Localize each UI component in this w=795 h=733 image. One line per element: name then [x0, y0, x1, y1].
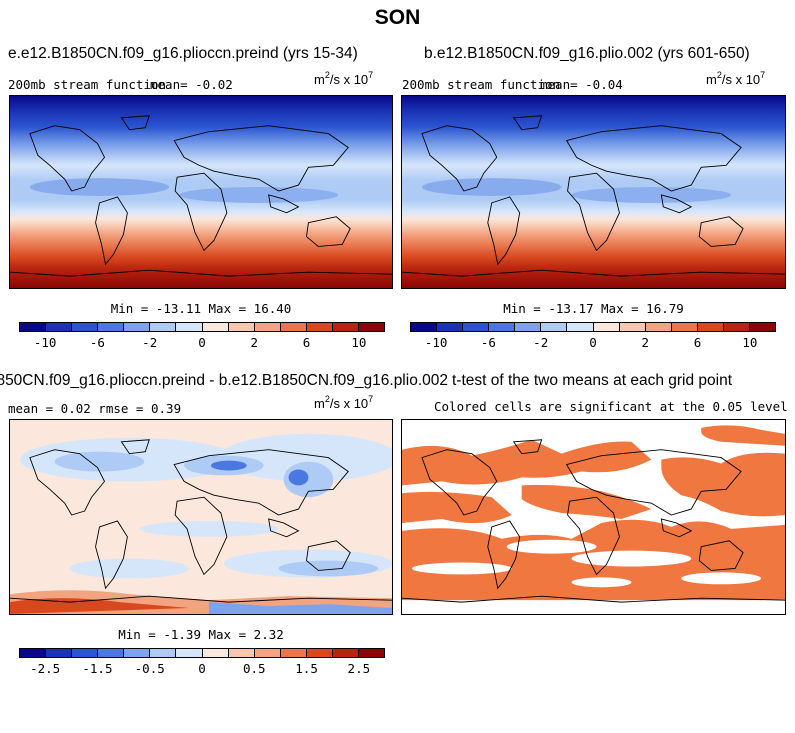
- panel1-map: [9, 95, 393, 289]
- colorbar-swatch: [359, 649, 385, 657]
- colorbar-tick-label: -2.5: [30, 661, 61, 676]
- colorbar-swatch: [124, 649, 151, 657]
- panel2-colorbar: [410, 322, 776, 332]
- colorbar-swatch: [697, 323, 724, 331]
- panel1-variable: 200mb stream function: [8, 77, 167, 92]
- panel2-stats: Min = -13.17 Max = 16.79: [503, 301, 684, 316]
- panel4-subtitle: Colored cells are significant at the 0.0…: [434, 399, 788, 414]
- colorbar-tick-label: 0: [198, 335, 206, 350]
- panel1-units: m2/s x 107: [314, 70, 374, 87]
- colorbar-tick-label: 0.5: [242, 661, 266, 676]
- colorbar-tick-label: -1.5: [82, 661, 113, 676]
- colorbar-swatch: [619, 323, 646, 331]
- colorbar-tick-label: 2: [250, 335, 259, 350]
- panel1-title: e.e12.B1850CN.f09_g16.plioccn.preind (yr…: [8, 45, 358, 62]
- colorbar-swatch: [98, 649, 125, 657]
- colorbar-swatch: [46, 323, 73, 331]
- colorbar-swatch: [150, 649, 177, 657]
- colorbar-swatch: [332, 323, 360, 331]
- panel3-title: e.e12.B1850CN.f09_g16.plioccn.preind - b…: [0, 372, 448, 389]
- colorbar-swatch: [176, 649, 203, 657]
- colorbar-swatch: [332, 649, 360, 657]
- colorbar-swatch: [176, 323, 203, 331]
- colorbar-swatch: [306, 649, 333, 657]
- colorbar-tick-label: 1.5: [295, 661, 318, 676]
- colorbar-swatch: [541, 323, 568, 331]
- colorbar-swatch: [645, 323, 672, 331]
- colorbar-swatch: [124, 323, 151, 331]
- panel3-stats: Min = -1.39 Max = 2.32: [118, 627, 284, 642]
- colorbar-tick-label: 2: [641, 335, 650, 350]
- colorbar-swatch: [20, 323, 47, 331]
- panel2-colorbar-labels: -10 -6 -2 0 2 6 10: [410, 335, 776, 350]
- colorbar-tick-label: 6: [693, 335, 702, 350]
- colorbar-swatch: [593, 323, 620, 331]
- colorbar-swatch: [723, 323, 751, 331]
- panel3-title-clip: e.e12.B1850CN.f09_g16.plioccn.preind - b…: [0, 372, 448, 392]
- colorbar-swatch: [567, 323, 594, 331]
- colorbar-swatch: [254, 649, 281, 657]
- panel3-colorbar: [19, 648, 385, 658]
- colorbar-swatch: [750, 323, 776, 331]
- colorbar-swatch: [46, 649, 73, 657]
- colorbar-tick-label: 0: [198, 661, 206, 676]
- panel1-colorbar: [19, 322, 385, 332]
- colorbar-swatch: [150, 323, 177, 331]
- colorbar-swatch: [20, 649, 47, 657]
- panel1-stats: Min = -13.11 Max = 16.40: [110, 301, 292, 316]
- colorbar-swatch: [411, 323, 438, 331]
- panel1-mean: mean= -0.02: [150, 77, 233, 92]
- panel2-map: [401, 95, 786, 289]
- panel4-map: [401, 419, 786, 615]
- colorbar-tick-label: -6: [480, 335, 496, 350]
- panel3-map: [9, 419, 393, 615]
- colorbar-tick-label: 6: [302, 335, 311, 350]
- colorbar-swatch: [671, 323, 698, 331]
- colorbar-swatch: [228, 649, 255, 657]
- colorbar-swatch: [228, 323, 255, 331]
- panel2-units: m2/s x 107: [706, 70, 766, 87]
- colorbar-swatch: [437, 323, 464, 331]
- colorbar-swatch: [202, 323, 229, 331]
- colorbar-tick-label: -6: [89, 335, 105, 350]
- colorbar-swatch: [72, 649, 99, 657]
- colorbar-tick-label: -2: [533, 335, 549, 350]
- panel3-units: m2/s x 107: [314, 394, 374, 411]
- colorbar-swatch: [72, 323, 99, 331]
- colorbar-tick-label: -0.5: [134, 661, 165, 676]
- panel3-colorbar-labels: -2.5 -1.5 -0.5 0 0.5 1.5 2.5: [19, 661, 385, 676]
- colorbar-swatch: [280, 323, 307, 331]
- colorbar-tick-label: 10: [742, 335, 758, 350]
- colorbar-tick-label: -10: [424, 335, 448, 350]
- figure-title: SON: [374, 6, 421, 29]
- colorbar-swatch: [515, 323, 542, 331]
- colorbar-tick-label: 2.5: [347, 661, 371, 676]
- colorbar-swatch: [306, 323, 333, 331]
- colorbar-swatch: [98, 323, 125, 331]
- colorbar-tick-label: -10: [33, 335, 57, 350]
- colorbar-swatch: [280, 649, 307, 657]
- colorbar-swatch: [489, 323, 516, 331]
- panel2-mean: mean= -0.04: [540, 77, 623, 92]
- colorbar-tick-label: 10: [351, 335, 367, 350]
- colorbar-swatch: [463, 323, 490, 331]
- panel3-stats-mean: mean = 0.02 rmse = 0.39: [8, 401, 182, 416]
- colorbar-swatch: [254, 323, 281, 331]
- colorbar-swatch: [359, 323, 385, 331]
- colorbar-tick-label: 0: [589, 335, 597, 350]
- colorbar-swatch: [202, 649, 229, 657]
- panel4-title: t-test of the two means at each grid poi…: [452, 372, 733, 389]
- panel2-title: b.e12.B1850CN.f09_g16.plio.002 (yrs 601-…: [424, 45, 750, 62]
- colorbar-tick-label: -2: [142, 335, 158, 350]
- panel1-colorbar-labels: -10 -6 -2 0 2 6 10: [19, 335, 385, 350]
- panel2-variable: 200mb stream function: [402, 77, 561, 92]
